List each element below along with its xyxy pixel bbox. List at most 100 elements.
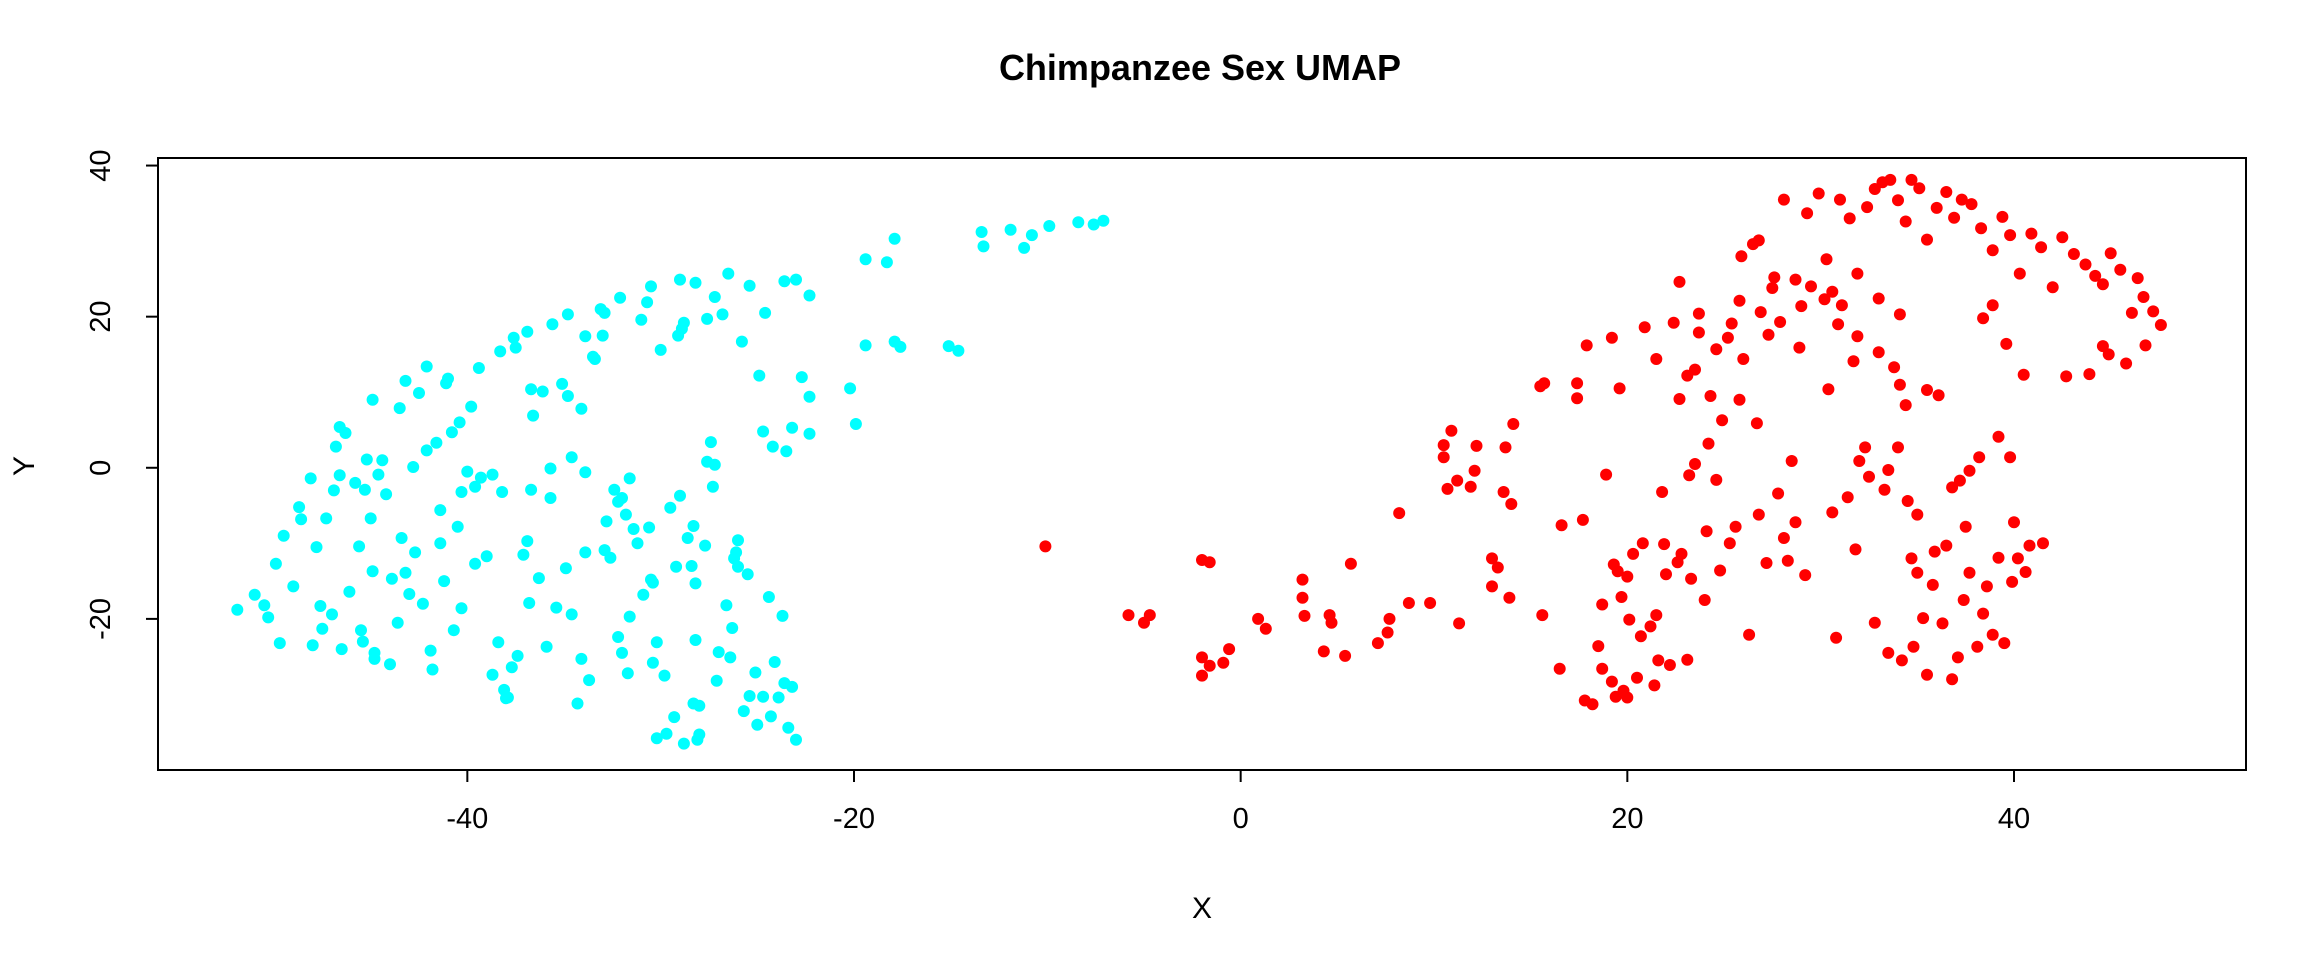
data-point	[1716, 414, 1729, 427]
data-point	[643, 521, 656, 534]
data-point	[2004, 229, 2017, 242]
data-point	[1203, 556, 1216, 569]
data-point	[1714, 564, 1727, 577]
data-point	[474, 471, 487, 484]
data-point	[1936, 617, 1949, 630]
data-point	[795, 371, 808, 384]
data-point	[2056, 231, 2069, 244]
data-point	[327, 484, 340, 497]
data-point	[384, 658, 396, 671]
data-point	[465, 400, 478, 413]
data-point	[1325, 616, 1338, 629]
data-point	[521, 325, 534, 338]
data-point	[1600, 468, 1613, 481]
data-point	[353, 540, 366, 553]
data-point	[1196, 651, 1208, 664]
y-tick-label: -20	[85, 598, 117, 640]
data-point	[1992, 551, 2005, 564]
data-point	[532, 572, 545, 585]
data-point	[2000, 337, 2013, 350]
data-point	[1971, 640, 1984, 653]
data-point	[751, 718, 764, 731]
data-point	[1491, 561, 1504, 574]
data-point	[248, 588, 261, 601]
data-point	[509, 341, 522, 354]
data-point	[616, 646, 628, 659]
data-point	[1571, 392, 1584, 405]
data-point	[1464, 480, 1477, 493]
data-point	[722, 267, 735, 280]
data-point	[757, 690, 770, 703]
data-point	[1453, 617, 1466, 630]
data-point	[1675, 547, 1688, 560]
x-tick-label: 20	[1611, 803, 1643, 835]
data-point	[894, 340, 907, 353]
scatter-points	[231, 173, 2167, 750]
data-point	[1859, 441, 1872, 454]
x-tick-label: -20	[833, 803, 875, 835]
data-point	[1940, 186, 1953, 198]
data-point	[1018, 241, 1031, 254]
data-point	[306, 639, 319, 652]
data-point	[399, 566, 412, 579]
data-point	[517, 548, 530, 561]
data-point	[366, 565, 379, 578]
data-point	[1615, 591, 1628, 603]
data-point	[2096, 278, 2109, 291]
data-point	[395, 532, 408, 544]
data-point	[1882, 646, 1895, 659]
data-point	[701, 312, 714, 325]
data-point	[1932, 389, 1945, 402]
data-point	[1843, 212, 1856, 225]
data-point	[635, 313, 648, 326]
data-point	[343, 585, 356, 598]
x-axis: -40 -20 0 20 40	[446, 770, 2030, 835]
data-point	[583, 674, 596, 687]
data-point	[2114, 263, 2127, 276]
data-point	[1468, 464, 1481, 477]
data-point	[650, 636, 663, 649]
data-point	[766, 440, 779, 453]
data-point	[438, 575, 451, 588]
data-point	[461, 465, 474, 478]
y-axis-title: Y	[8, 456, 41, 476]
y-tick-label: 40	[85, 149, 117, 181]
data-point	[356, 635, 369, 648]
data-point	[1921, 668, 1933, 681]
data-point	[1992, 430, 2005, 443]
data-point	[258, 599, 271, 612]
data-point	[1252, 612, 1265, 625]
data-point	[726, 622, 739, 634]
data-point	[1868, 616, 1881, 629]
data-point	[385, 572, 398, 585]
data-point	[1861, 201, 1874, 214]
data-point	[699, 539, 712, 552]
data-point	[1785, 455, 1798, 467]
data-point	[786, 421, 799, 434]
data-point	[1441, 482, 1454, 495]
x-axis-title: X	[1192, 892, 1212, 925]
plot-frame	[157, 157, 2247, 771]
data-point	[849, 418, 862, 430]
data-point	[803, 390, 816, 403]
data-point	[1681, 653, 1694, 666]
data-point	[670, 560, 683, 573]
data-point	[380, 488, 393, 501]
data-point	[2004, 451, 2017, 464]
data-point	[685, 560, 698, 572]
data-point	[2104, 247, 2117, 260]
data-point	[523, 597, 536, 609]
x-tick-label: -40	[446, 803, 488, 835]
data-point	[2125, 306, 2138, 319]
data-point	[2023, 539, 2036, 552]
data-point	[413, 387, 425, 399]
series-1	[1039, 173, 2167, 711]
data-point	[1777, 193, 1790, 206]
data-point	[1039, 540, 1052, 553]
data-point	[674, 489, 686, 502]
data-point	[1872, 292, 1885, 305]
data-point	[2139, 339, 2152, 352]
data-point	[231, 603, 244, 616]
data-point	[1882, 464, 1895, 476]
data-point	[975, 226, 988, 238]
